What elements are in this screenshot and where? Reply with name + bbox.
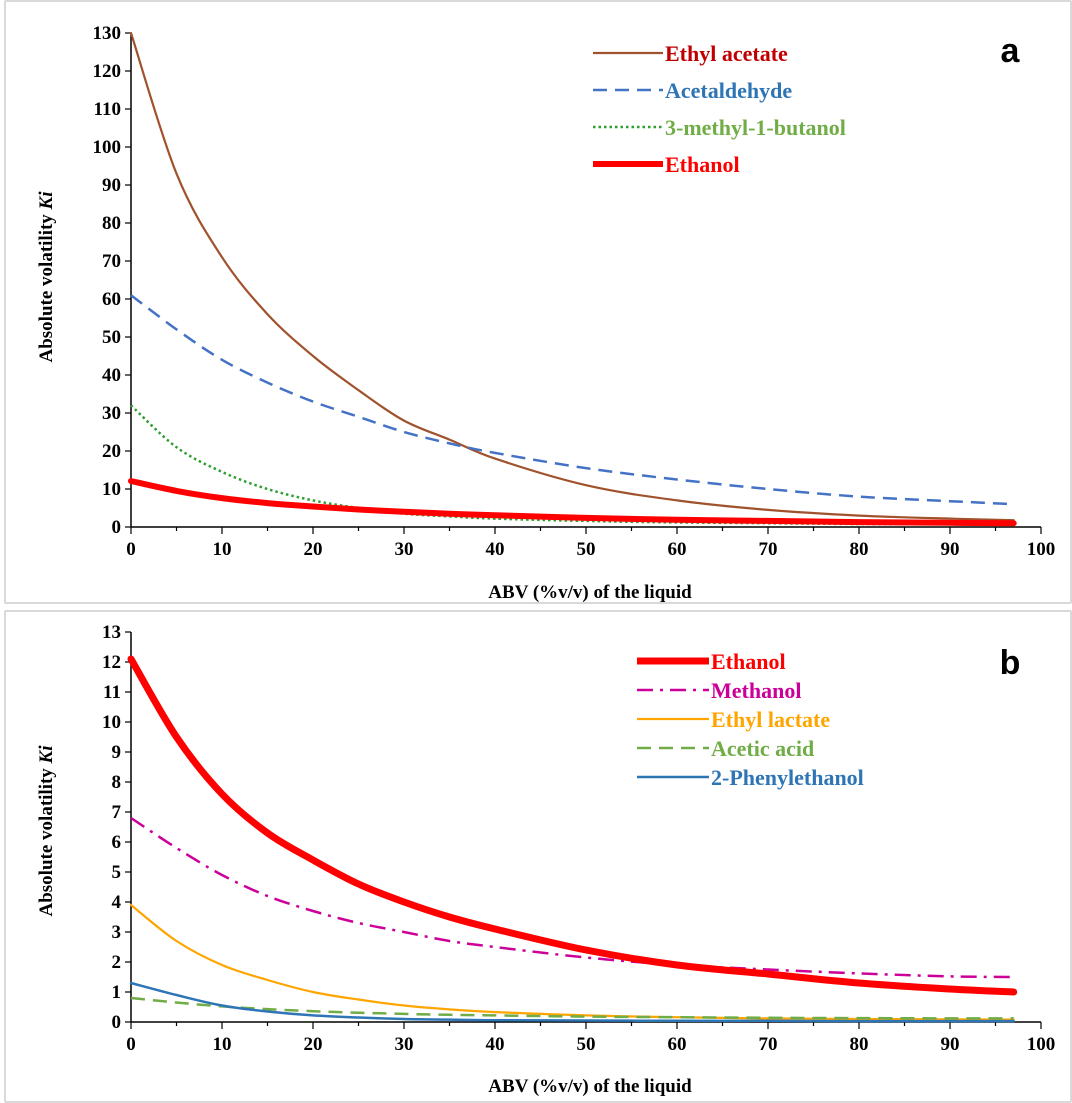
x-tick-label: 10	[213, 1034, 232, 1055]
x-tick-label: 80	[850, 539, 869, 560]
legend-label: Ethyl lactate	[711, 707, 830, 732]
chart-panel-b: b ABV (%v/v) of the liquid Absolute vola…	[0, 610, 1072, 1103]
series-line	[127, 655, 1018, 996]
y-tick-label: 0	[112, 517, 122, 538]
panel-frame	[4, 610, 1072, 1103]
y-tick-label: 20	[102, 441, 121, 462]
y-tick-label: 6	[112, 832, 122, 853]
x-tick-label: 10	[213, 539, 232, 560]
series-line	[130, 996, 1014, 1020]
legend-label: Ethanol	[665, 152, 740, 177]
y-tick-label: 40	[102, 365, 121, 386]
y-tick-label: 9	[112, 742, 122, 763]
x-tick-label: 60	[668, 1034, 687, 1055]
x-tick-label: 30	[395, 539, 414, 560]
series-line	[128, 478, 1017, 527]
y-tick-label: 7	[112, 802, 122, 823]
y-axis-title-main: Absolute volatility	[36, 768, 57, 917]
y-axis-title-italic: Ki	[36, 745, 57, 765]
y-tick-label: 50	[102, 327, 121, 348]
y-tick-label: 5	[112, 862, 122, 883]
x-tick-label: 70	[759, 539, 778, 560]
x-tick-label: 90	[941, 539, 960, 560]
legend-label: Ethyl acetate	[665, 41, 788, 66]
x-tick-label: 90	[941, 1034, 960, 1055]
y-tick-label: 60	[102, 289, 121, 310]
series-line	[129, 31, 1015, 522]
legend-label: Acetaldehyde	[665, 78, 792, 103]
y-tick-label: 130	[93, 23, 122, 44]
x-tick-label: 40	[486, 1034, 505, 1055]
y-tick-label: 120	[93, 61, 122, 82]
x-tick-label: 50	[577, 539, 596, 560]
x-tick-label: 30	[395, 1034, 414, 1055]
x-tick-label: 50	[577, 1034, 596, 1055]
chart-panel-a: a ABV (%v/v) of the liquid Absolute vola…	[4, 0, 1072, 604]
y-tick-label: 1	[112, 982, 122, 1003]
y-tick-label: 110	[94, 99, 121, 120]
legend-label: Acetic acid	[711, 736, 814, 761]
y-tick-label: 100	[93, 137, 122, 158]
y-tick-label: 13	[102, 622, 121, 643]
x-axis-title: ABV (%v/v) of the liquid	[488, 582, 692, 603]
x-axis-title: ABV (%v/v) of the liquid	[488, 1076, 692, 1097]
x-tick-label: 60	[668, 539, 687, 560]
chart-b-svg: b ABV (%v/v) of the liquid Absolute vola…	[36, 622, 1056, 1097]
y-tick-label: 2	[112, 952, 122, 973]
series-line	[129, 981, 1015, 1023]
x-tick-label: 80	[850, 1034, 869, 1055]
y-tick-label: 8	[112, 772, 122, 793]
legend-label: 2-Phenylethanol	[711, 765, 864, 790]
y-axis-title-main: Absolute volatility	[36, 214, 57, 363]
panel-label: b	[1000, 644, 1021, 682]
y-tick-label: 10	[102, 712, 121, 733]
y-axis-title: Absolute volatility Ki	[36, 745, 57, 917]
series-line	[129, 903, 1015, 1021]
series-line	[130, 294, 1014, 506]
y-tick-label: 10	[102, 479, 121, 500]
panel-frame	[4, 0, 1072, 604]
y-tick-label: 4	[112, 892, 122, 913]
x-tick-label: 40	[486, 539, 505, 560]
x-tick-label: 100	[1027, 1034, 1056, 1055]
panel-label: a	[1001, 32, 1021, 70]
x-tick-label: 100	[1027, 539, 1056, 560]
x-tick-label: 0	[126, 539, 136, 560]
y-tick-label: 11	[103, 682, 121, 703]
series-line	[130, 816, 1014, 979]
y-tick-label: 0	[112, 1012, 122, 1033]
legend-label: 3-methyl-1-butanol	[665, 115, 846, 140]
y-axis-title-italic: Ki	[36, 191, 57, 211]
y-tick-label: 30	[102, 403, 121, 424]
y-tick-label: 70	[102, 251, 121, 272]
chart-a-svg: a ABV (%v/v) of the liquid Absolute vola…	[36, 23, 1056, 603]
y-tick-label: 80	[102, 213, 121, 234]
series-line	[130, 404, 1014, 526]
x-tick-label: 70	[759, 1034, 778, 1055]
x-tick-label: 20	[304, 1034, 323, 1055]
y-tick-label: 90	[102, 175, 121, 196]
x-tick-label: 0	[126, 1034, 136, 1055]
legend-label: Ethanol	[711, 649, 786, 674]
y-axis-title: Absolute volatility Ki	[36, 191, 57, 363]
x-tick-label: 20	[304, 539, 323, 560]
y-tick-label: 12	[102, 652, 121, 673]
legend-label: Methanol	[711, 678, 801, 703]
y-tick-label: 3	[112, 922, 122, 943]
